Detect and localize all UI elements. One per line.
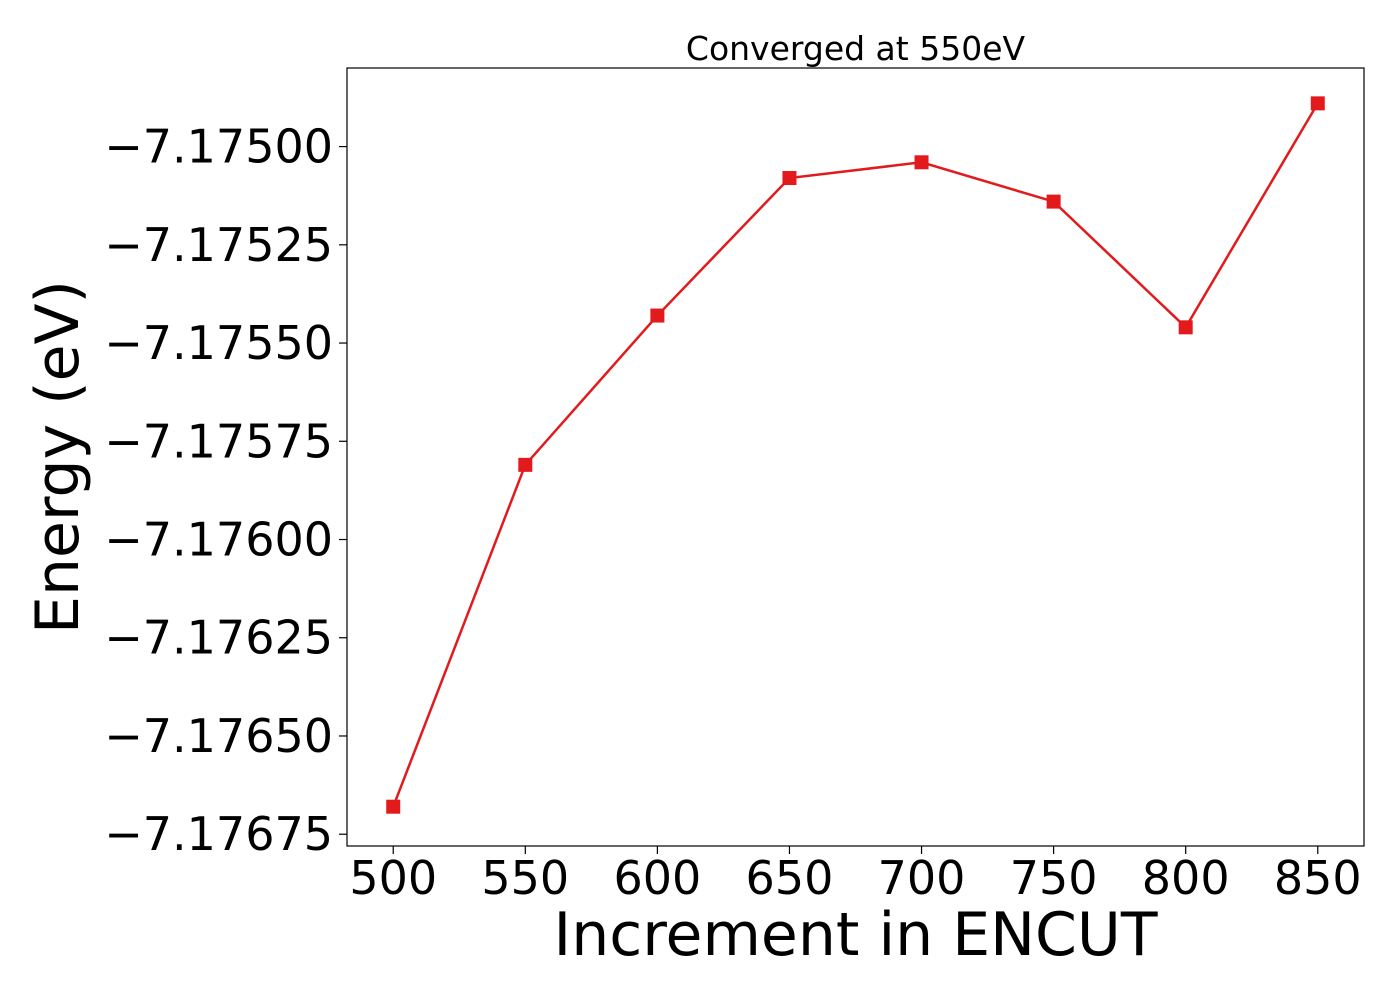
- x-axis-title: Increment in ENCUT: [554, 900, 1158, 970]
- x-tick-label: 550: [481, 851, 569, 905]
- x-tick-label: 750: [1010, 851, 1098, 905]
- plot-area-frame: [346, 67, 1365, 847]
- data-point-marker: [914, 155, 929, 170]
- x-tick-label: 700: [878, 851, 966, 905]
- chart-title: Converged at 550eV: [686, 29, 1026, 68]
- data-point-marker: [386, 799, 401, 814]
- x-axis: 500 550 600 650 700 750 800 850: [349, 846, 1362, 905]
- x-tick-label: 800: [1142, 851, 1230, 905]
- data-point-marker: [1310, 96, 1325, 111]
- data-point-marker: [1178, 320, 1193, 335]
- x-tick-label: 600: [613, 851, 701, 905]
- data-point-marker: [650, 308, 665, 323]
- x-tick-label: 850: [1274, 851, 1362, 905]
- series-layer: [386, 96, 1325, 814]
- y-tick-label: −7.17500: [104, 120, 333, 174]
- y-tick-label: −7.17525: [104, 218, 333, 272]
- x-tick-label: 650: [746, 851, 834, 905]
- data-point-marker: [518, 457, 533, 472]
- y-axis-title: Energy (eV): [23, 280, 93, 634]
- y-axis: −7.17500 −7.17525 −7.17550 −7.17575 −7.17600…: [104, 120, 347, 861]
- y-tick-label: −7.17575: [104, 414, 333, 468]
- data-point-marker: [782, 171, 797, 186]
- series-line: [392, 102, 1319, 808]
- y-tick-label: −7.17550: [104, 316, 333, 370]
- y-tick-label: −7.17625: [104, 611, 333, 665]
- y-tick-label: −7.17600: [104, 513, 333, 567]
- y-tick-label: −7.17650: [104, 709, 333, 763]
- data-point-marker: [1046, 194, 1061, 209]
- y-tick-label: −7.17675: [104, 807, 333, 861]
- x-tick-label: 500: [349, 851, 437, 905]
